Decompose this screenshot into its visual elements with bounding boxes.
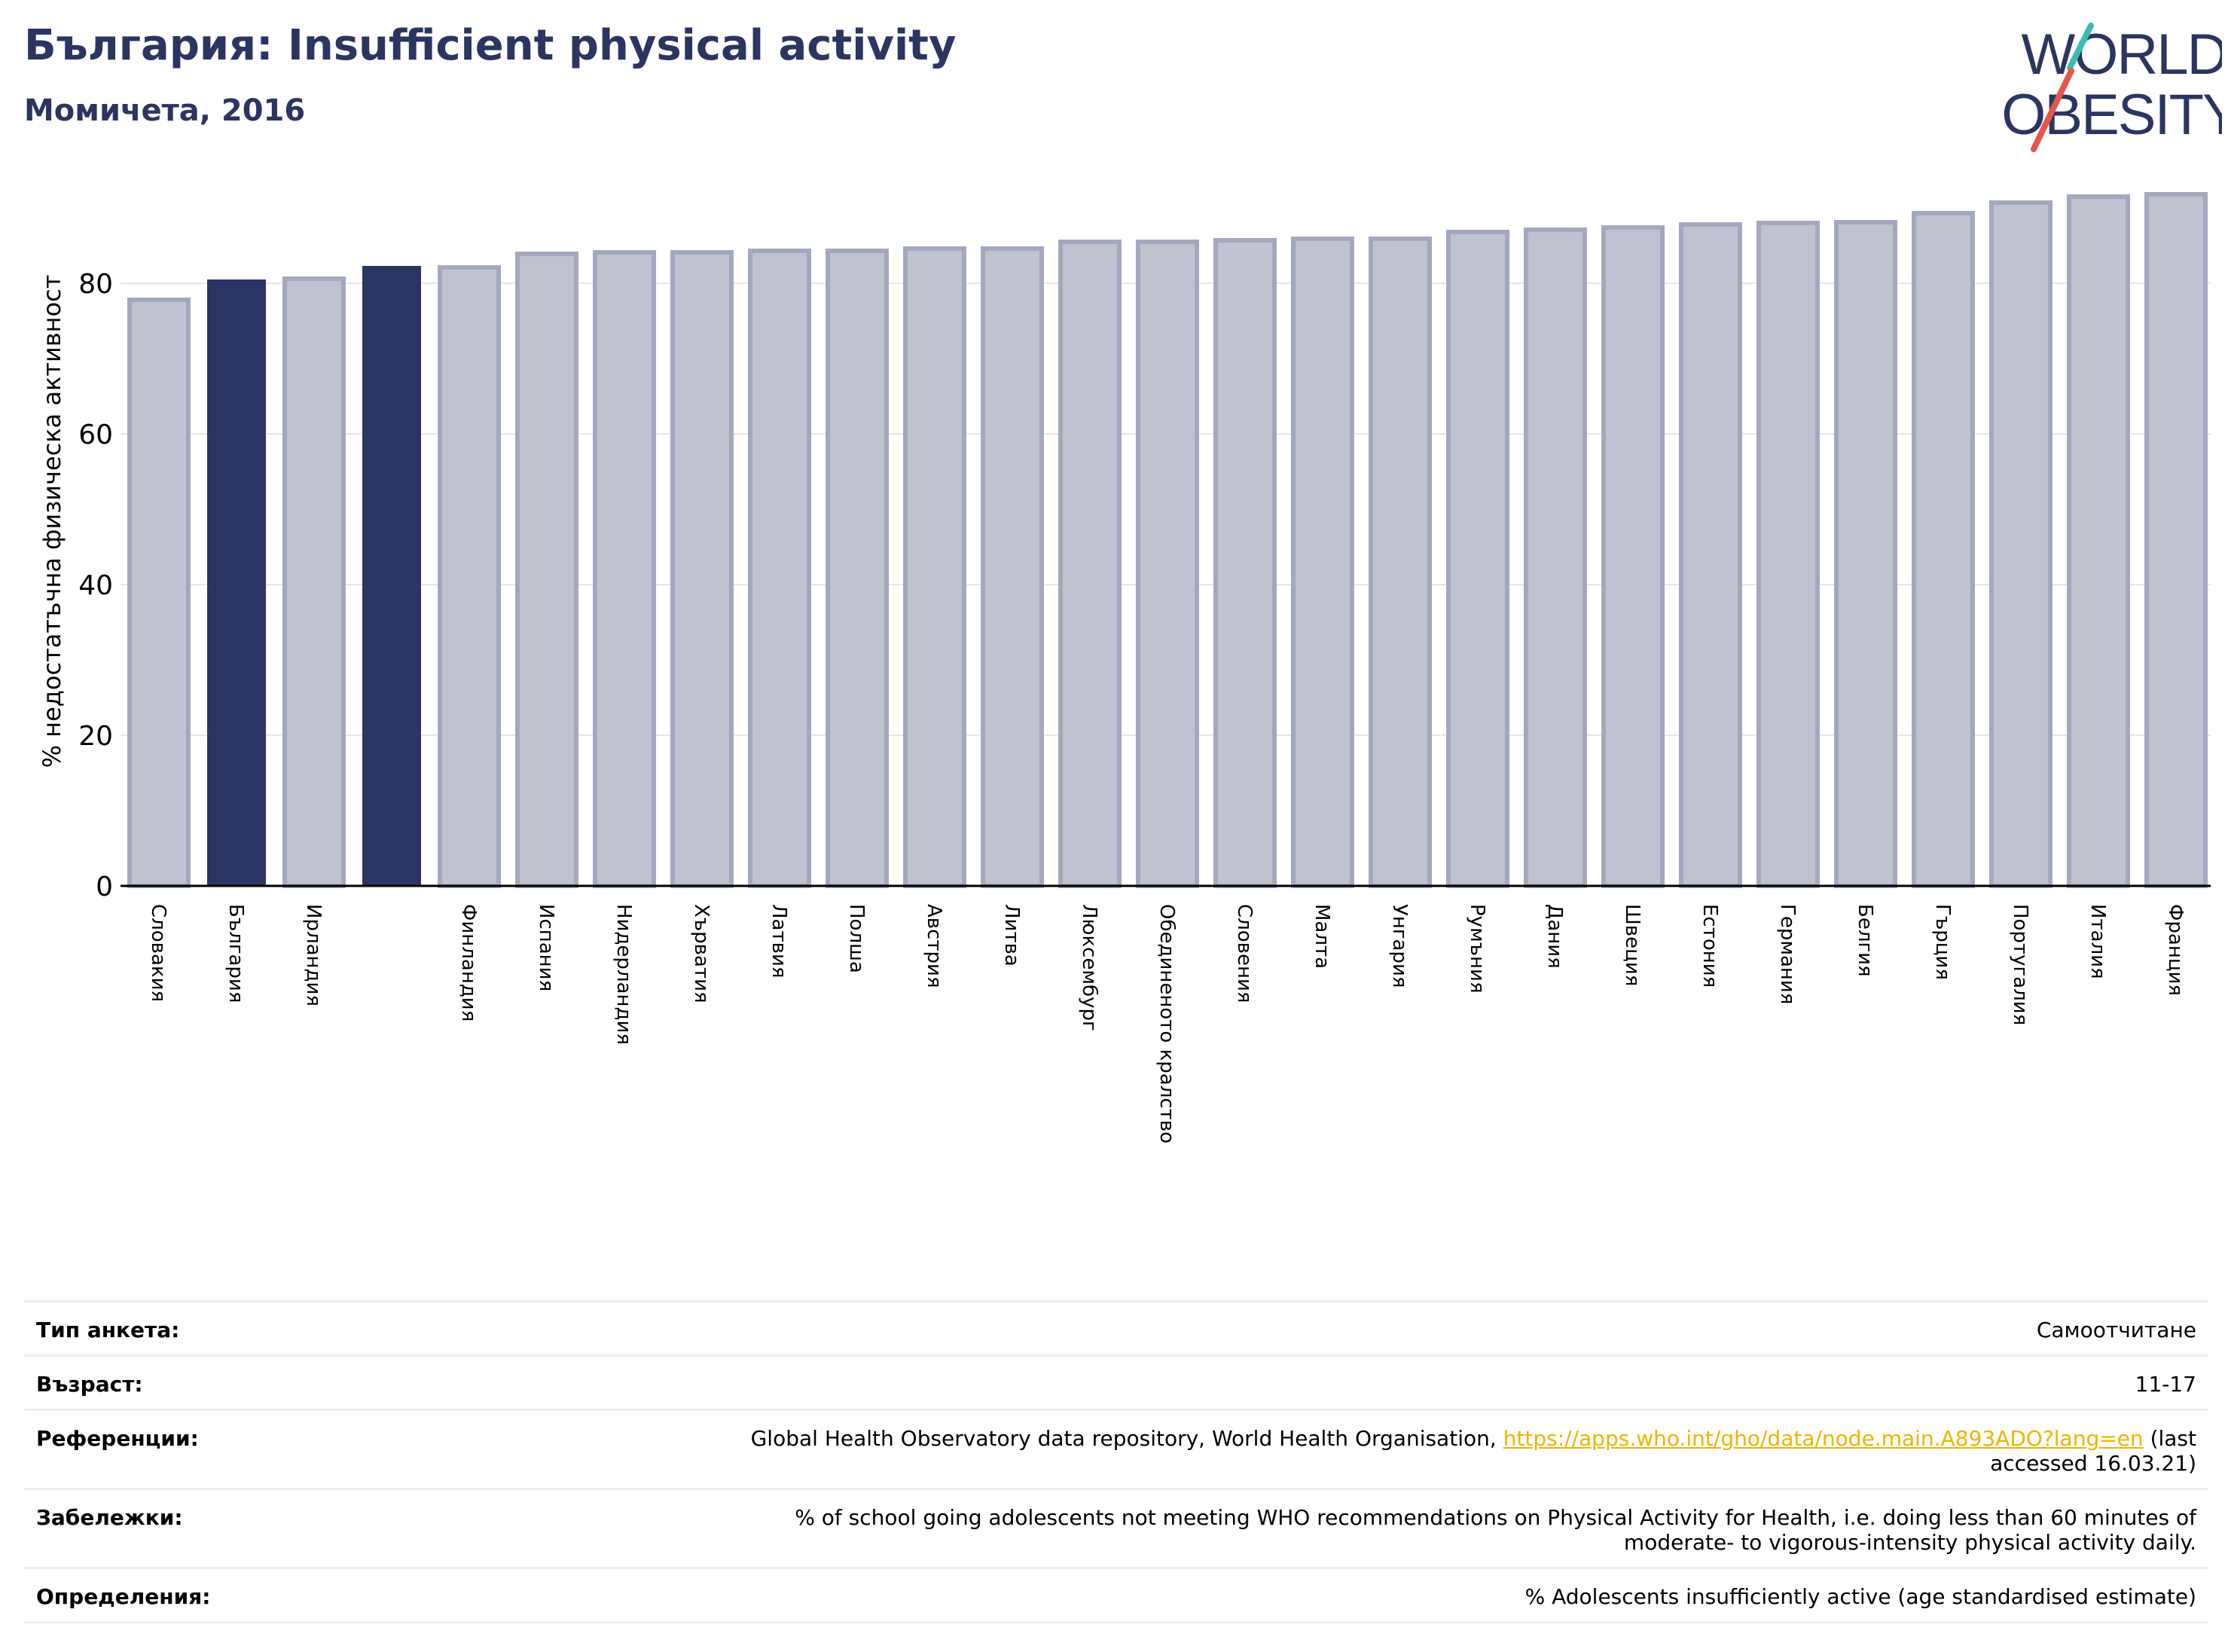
bar: [1679, 222, 1742, 888]
x-tick-label: Ирландия: [302, 904, 325, 1006]
x-tick-label: Белгия: [1854, 904, 1876, 977]
x-tick-label: Испания: [535, 904, 557, 991]
bar: [282, 276, 346, 888]
bar: [981, 246, 1044, 888]
y-axis-label: % недостатъчна физическа активност: [38, 275, 66, 768]
reference-tail: (last accessed 16.03.21): [1990, 1426, 2196, 1476]
bar: [903, 246, 966, 888]
x-tick-label: Дания: [1543, 904, 1566, 969]
logo-line-1: WORLD: [2022, 23, 2222, 87]
meta-label: Референции:: [36, 1426, 199, 1451]
meta-label: Тип анкета:: [36, 1318, 180, 1342]
bar: [2067, 194, 2130, 888]
y-tick-labels: 0 20 40 60 80: [78, 269, 113, 902]
x-tick-labels: Словакия България Ирландия Финландия Испания…: [147, 904, 2187, 1144]
bar: [1989, 200, 2053, 888]
bar: [826, 249, 889, 888]
bar: [362, 266, 421, 886]
meta-row-age: Възраст: 11-17: [24, 1357, 2208, 1411]
y-tick-label: 80: [78, 269, 113, 300]
meta-row-definitions: Определения: % Adolescents insufficientl…: [24, 1569, 2208, 1623]
bars: [127, 192, 2208, 888]
y-tick-label: 20: [78, 721, 113, 752]
x-tick-label: Швеция: [1621, 904, 1644, 986]
x-tick-label: Румъния: [1466, 904, 1488, 994]
metadata-table: Тип анкета: Самоотчитане Възраст: 11-17 …: [24, 1300, 2208, 1623]
bar: [1446, 230, 1509, 888]
x-tick-label: Словакия: [147, 904, 169, 1002]
meta-label: Забележки:: [36, 1505, 183, 1530]
x-tick-label: Хърватия: [690, 904, 713, 1003]
meta-value: % Adolescents insufficiently active (age…: [1525, 1584, 2196, 1609]
meta-value: % of school going adolescents not meetin…: [795, 1505, 2196, 1555]
y-tick-label: 60: [78, 420, 113, 450]
meta-label: Определения:: [36, 1584, 211, 1609]
meta-row-references: Референции: Global Health Observatory da…: [24, 1411, 2208, 1490]
x-tick-label: Обединеното кралство: [1155, 904, 1178, 1144]
meta-value: Самоотчитане: [2036, 1318, 2196, 1342]
logo-slash-teal: [2067, 23, 2094, 71]
y-tick-label: 0: [96, 872, 113, 902]
meta-row-notes: Забележки: % of school going adolescents…: [24, 1490, 2208, 1569]
bar: [1834, 220, 1897, 888]
x-tick-label: Унгария: [1388, 904, 1411, 988]
bar: [1601, 225, 1665, 888]
bar: [127, 298, 191, 888]
meta-value: Global Health Observatory data repositor…: [690, 1426, 2196, 1476]
x-tick-label: Естония: [1698, 904, 1721, 988]
x-tick-label: България: [224, 904, 247, 1003]
bar: [670, 250, 734, 888]
bar: [1524, 227, 1587, 888]
page-title: България: Insufficient physical activity: [24, 21, 957, 70]
world-obesity-logo: WORLD OBESITY: [2001, 23, 2222, 152]
meta-row-survey-type: Тип анкета: Самоотчитане: [24, 1302, 2208, 1357]
x-tick-label: Люксембург: [1078, 904, 1100, 1031]
bar: [593, 250, 656, 888]
x-tick-label: Литва: [1000, 904, 1023, 966]
x-tick-label: Нидерландия: [612, 904, 635, 1045]
bar: [438, 265, 501, 888]
meta-label: Възраст:: [36, 1372, 143, 1397]
x-tick-label: Полша: [845, 904, 868, 973]
y-tick-label: 40: [78, 570, 113, 601]
meta-value: 11-17: [2135, 1372, 2196, 1397]
x-tick-label: Австрия: [923, 904, 945, 988]
reference-text: Global Health Observatory data repositor…: [750, 1426, 1503, 1451]
bar: [1058, 240, 1122, 888]
reference-link[interactable]: https://apps.who.int/gho/data/node.main.…: [1503, 1426, 2144, 1451]
bar-chart: 0 20 40 60 80 Словакия България Ирландия Финлан…: [38, 192, 2211, 1144]
bar: [1369, 237, 1432, 888]
bar: [748, 249, 811, 888]
bar: [207, 279, 266, 886]
bar: [1213, 238, 1277, 888]
logo-slash-red: [2031, 68, 2074, 152]
x-tick-label: Словения: [1233, 904, 1256, 1003]
x-tick-label: Малта: [1311, 904, 1333, 969]
x-tick-label: Германия: [1776, 904, 1799, 1004]
bar: [1912, 211, 1975, 888]
x-tick-label: Гърция: [1931, 904, 1954, 980]
bar: [1136, 240, 1199, 888]
bar: [1756, 221, 1820, 888]
bar: [2144, 192, 2208, 888]
bar: [1291, 237, 1354, 888]
x-tick-label: Финландия: [457, 904, 480, 1021]
x-tick-label: Италия: [2086, 904, 2109, 979]
bar: [515, 252, 578, 888]
page-subtitle: Момичета, 2016: [24, 93, 306, 128]
x-tick-label: Португалия: [2009, 904, 2031, 1025]
x-tick-label: Латвия: [768, 904, 790, 979]
x-tick-label: Франция: [2164, 904, 2187, 996]
